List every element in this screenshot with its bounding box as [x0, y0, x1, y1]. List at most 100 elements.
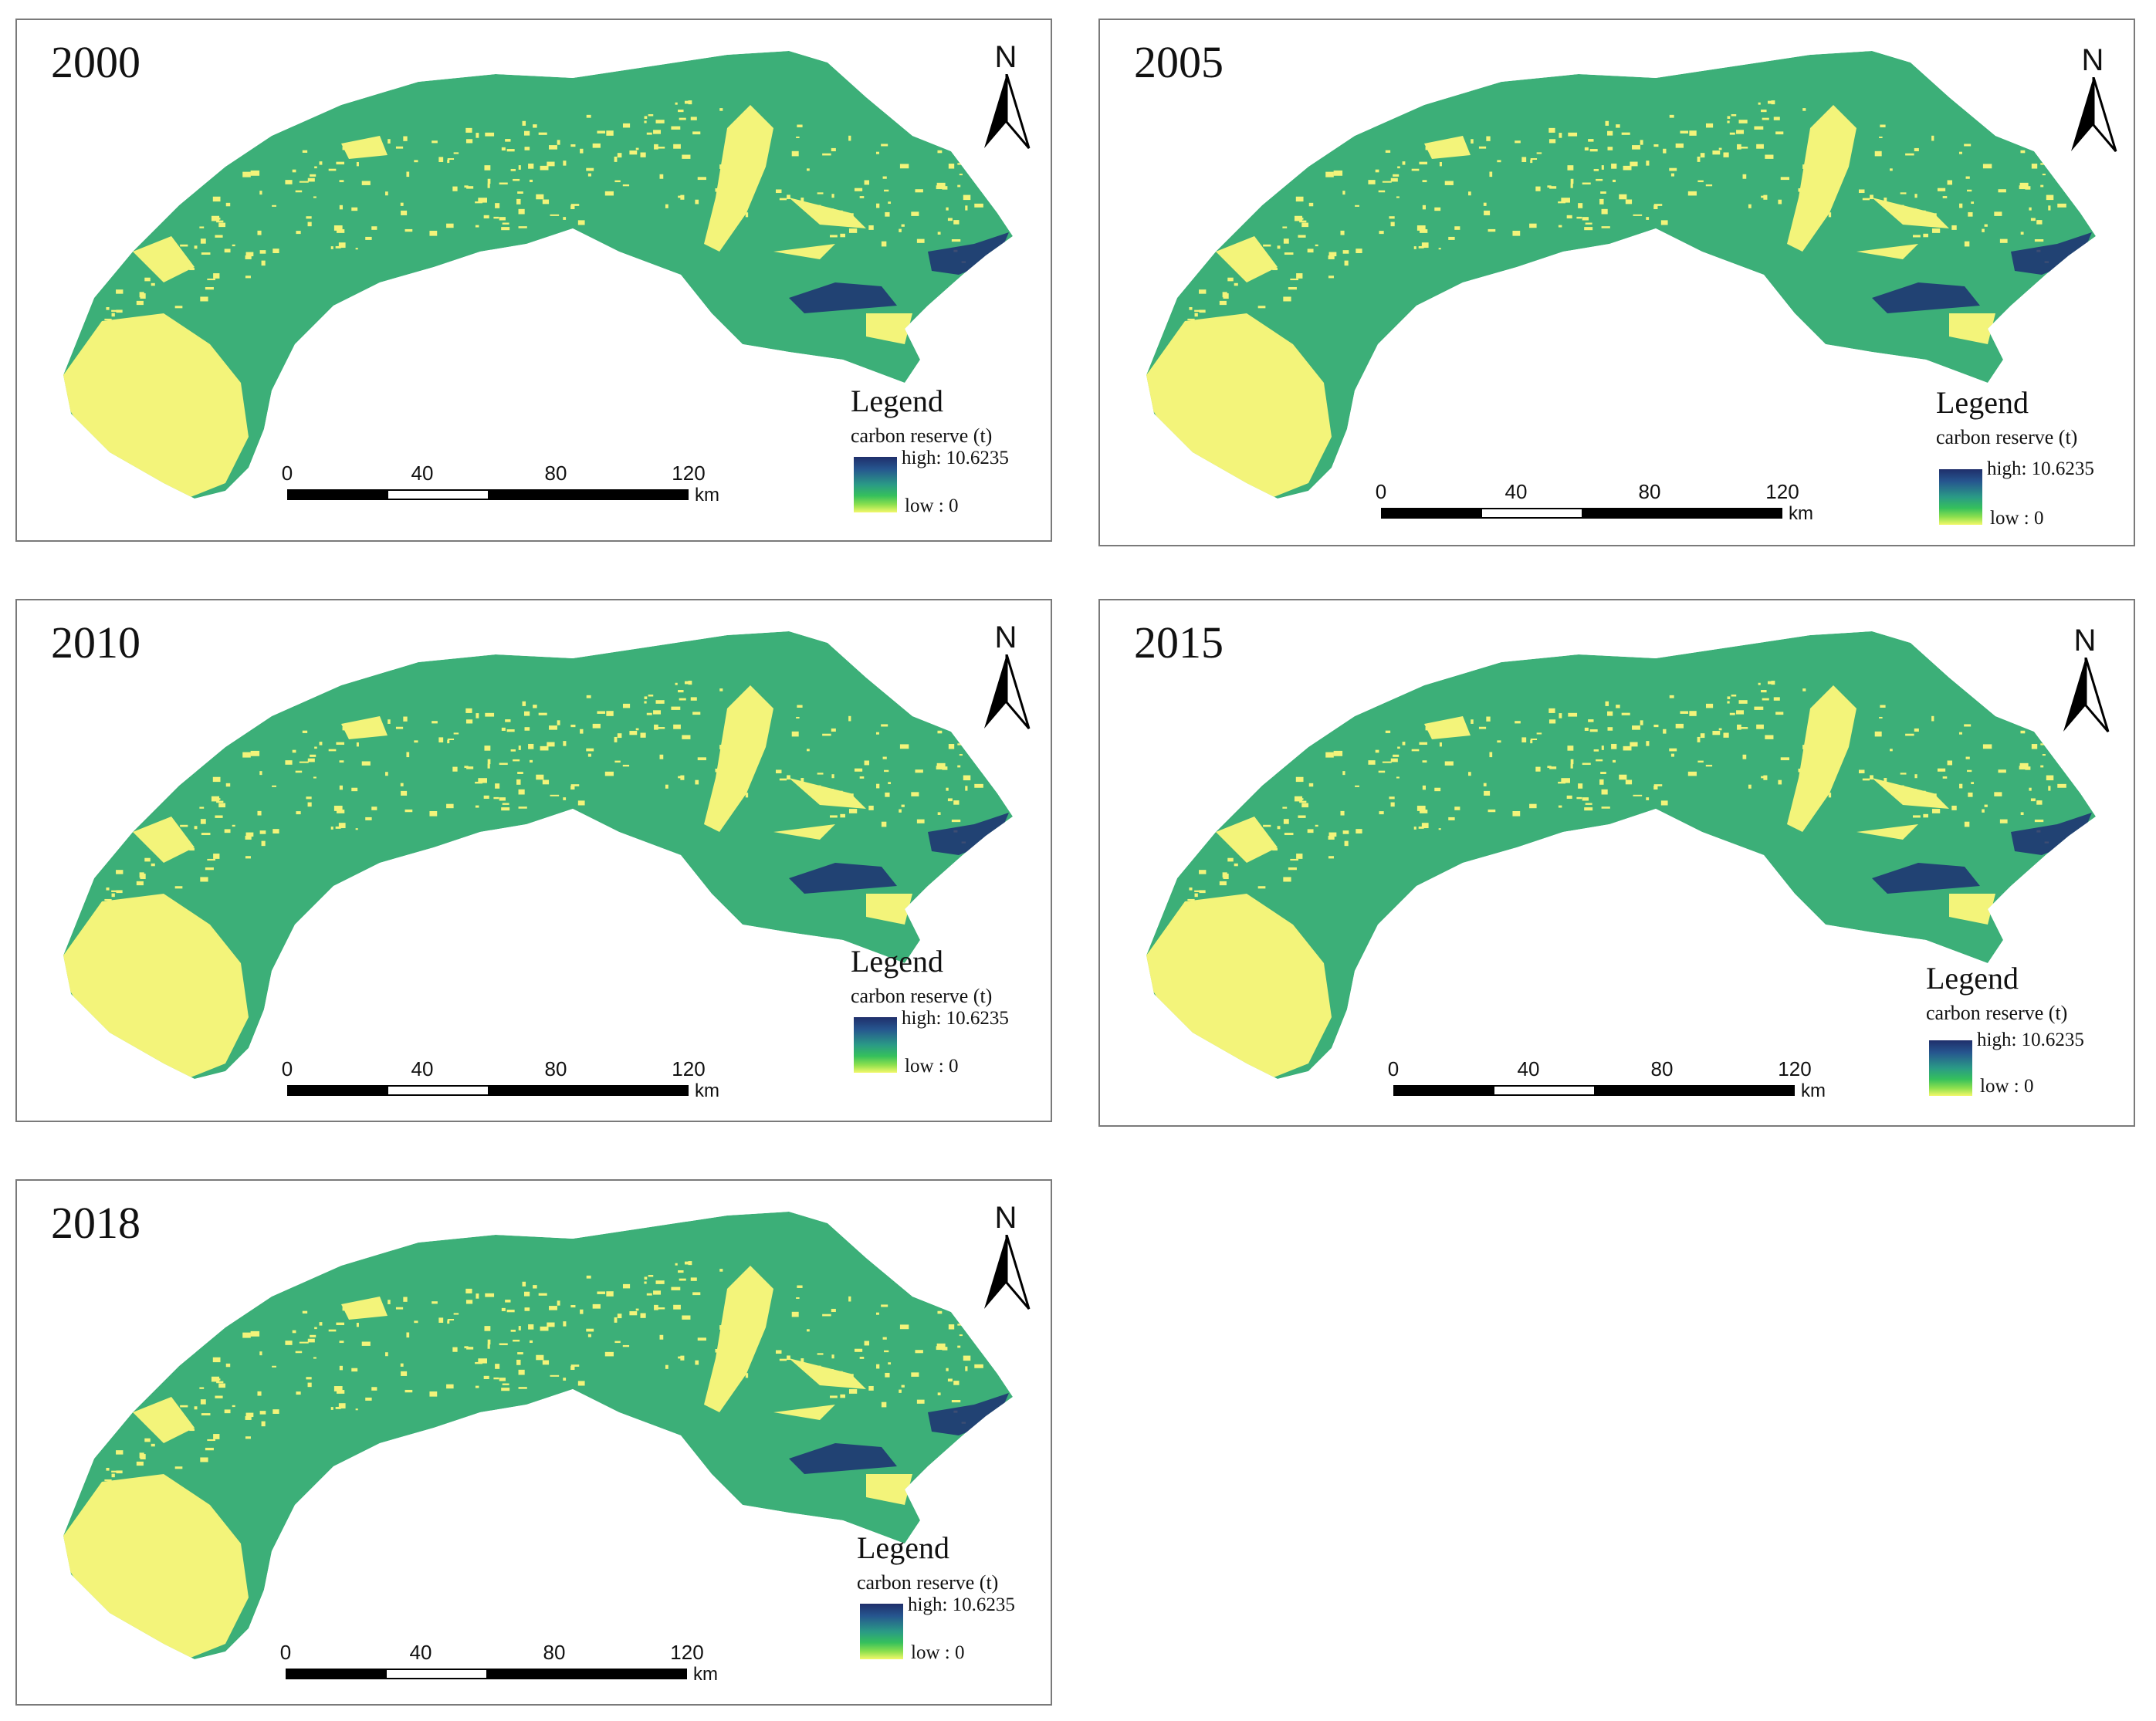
low-carbon-speckle [1570, 183, 1573, 188]
low-carbon-speckle [817, 192, 824, 194]
low-carbon-speckle [1288, 867, 1297, 871]
low-carbon-speckle [104, 898, 112, 901]
low-carbon-speckle [2019, 762, 2029, 768]
low-carbon-area [1949, 313, 1995, 344]
low-carbon-speckle [1585, 803, 1592, 805]
low-carbon-speckle [429, 1391, 438, 1397]
north-arrow-icon [2063, 658, 2110, 732]
low-carbon-speckle [1727, 120, 1730, 123]
low-carbon-speckle [678, 776, 682, 779]
low-carbon-speckle [2030, 218, 2036, 221]
low-carbon-speckle [830, 1395, 838, 1398]
legend-subtitle: carbon reserve (t) [1926, 1002, 2068, 1024]
low-carbon-speckle [563, 797, 567, 800]
low-carbon-speckle [385, 772, 388, 776]
scale-tick-label: 40 [411, 462, 434, 485]
low-carbon-speckle [1601, 789, 1608, 795]
low-carbon-speckle [1611, 743, 1617, 749]
low-carbon-speckle [313, 196, 316, 198]
low-carbon-speckle [885, 1372, 890, 1378]
low-carbon-speckle [307, 802, 312, 807]
scale-tick-label: 120 [672, 1057, 706, 1080]
low-carbon-speckle [580, 148, 584, 154]
low-carbon-speckle [942, 1347, 948, 1351]
low-carbon-speckle [215, 815, 223, 818]
low-carbon-speckle [483, 1375, 489, 1380]
low-carbon-speckle [2029, 787, 2032, 791]
low-carbon-speckle [1621, 132, 1630, 135]
legend-low-label: low : 0 [1980, 1076, 2034, 1097]
low-carbon-speckle [495, 1364, 500, 1369]
low-carbon-speckle [684, 100, 691, 104]
low-carbon-speckle [502, 803, 509, 805]
low-carbon-speckle [1923, 233, 1928, 238]
low-carbon-speckle [1390, 178, 1398, 182]
low-carbon-speckle [1421, 242, 1429, 249]
low-carbon-speckle [328, 749, 337, 752]
low-carbon-speckle [848, 715, 851, 722]
low-carbon-speckle [1601, 806, 1610, 809]
low-carbon-speckle [502, 222, 509, 225]
low-carbon-speckle [1731, 694, 1737, 697]
low-carbon-speckle [915, 1350, 923, 1354]
low-carbon-speckle [307, 1338, 315, 1343]
low-carbon-speckle [1913, 815, 1921, 818]
low-carbon-speckle [882, 176, 887, 179]
low-carbon-speckle [1947, 180, 1953, 185]
low-carbon-speckle [1199, 309, 1206, 313]
low-carbon-speckle [401, 1371, 408, 1376]
low-carbon-speckle [629, 1311, 638, 1316]
low-carbon-speckle [563, 741, 567, 746]
low-carbon-speckle [678, 1270, 684, 1273]
low-carbon-speckle [679, 698, 686, 701]
low-carbon-speckle [452, 1347, 458, 1352]
low-carbon-speckle [1588, 139, 1594, 142]
low-carbon-speckle [1194, 309, 1201, 312]
low-carbon-speckle [339, 180, 344, 183]
low-carbon-speckle [351, 787, 358, 792]
low-carbon-speckle [466, 186, 474, 189]
low-carbon-speckle [139, 872, 144, 878]
low-carbon-speckle [570, 784, 580, 786]
low-carbon-speckle [1578, 783, 1583, 789]
north-arrow-icon [2071, 77, 2117, 152]
low-carbon-speckle [483, 795, 489, 800]
high-carbon-area [928, 232, 1009, 275]
low-carbon-speckle [586, 114, 591, 118]
low-carbon-speckle [1549, 186, 1557, 189]
low-carbon-speckle [475, 781, 483, 784]
low-carbon-speckle [404, 228, 413, 232]
low-carbon-speckle [2046, 155, 2049, 161]
north-arrow-icon [984, 1235, 1031, 1310]
low-carbon-speckle [536, 774, 544, 780]
low-carbon-speckle [1420, 229, 1428, 233]
low-carbon-speckle [1567, 165, 1574, 171]
low-carbon-speckle [406, 752, 410, 758]
low-carbon-area [1872, 198, 1949, 228]
low-carbon-speckle [1582, 217, 1589, 221]
low-carbon-speckle [791, 731, 799, 737]
low-carbon-speckle [257, 230, 262, 235]
low-carbon-speckle [622, 123, 631, 128]
low-carbon-speckle [388, 139, 391, 144]
low-carbon-speckle [336, 161, 345, 165]
low-carbon-speckle [429, 811, 438, 817]
low-carbon-speckle [302, 1310, 308, 1314]
low-carbon-speckle [817, 1353, 824, 1355]
low-carbon-speckle [1619, 194, 1627, 200]
low-carbon-speckle [606, 1291, 614, 1297]
low-carbon-speckle [1439, 161, 1442, 167]
low-carbon-speckle [215, 1395, 223, 1398]
low-carbon-speckle [296, 231, 301, 235]
low-carbon-speckle [516, 1359, 521, 1365]
low-carbon-speckle [111, 313, 115, 317]
low-carbon-speckle [116, 1470, 123, 1474]
low-carbon-speckle [1675, 723, 1684, 729]
low-carbon-speckle [2025, 186, 2031, 190]
low-carbon-speckle [2042, 174, 2046, 176]
low-carbon-speckle [1584, 727, 1589, 731]
low-carbon-speckle [225, 1363, 231, 1368]
low-carbon-speckle [1497, 740, 1501, 743]
low-carbon-speckle [1640, 140, 1643, 145]
low-carbon-speckle [2019, 185, 2026, 190]
